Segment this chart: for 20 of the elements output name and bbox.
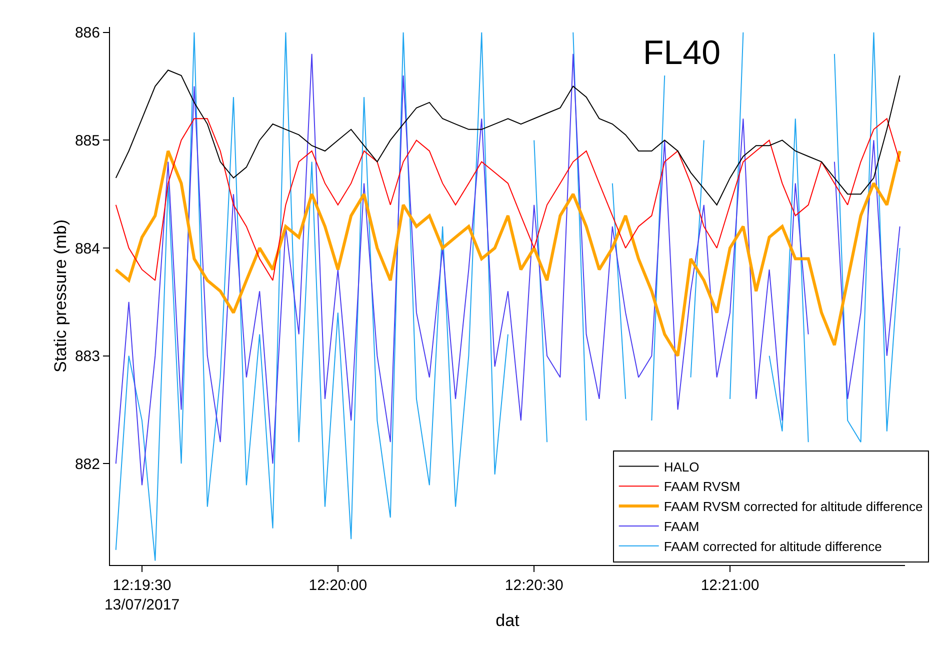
y-tick-label: 885 xyxy=(74,132,100,150)
y-axis-title: Static pressure (mb) xyxy=(51,219,70,373)
legend-label: FAAM RVSM corrected for altitude difference xyxy=(664,499,923,514)
line-series xyxy=(115,118,900,281)
legend-label: FAAM corrected for altitude difference xyxy=(664,538,882,554)
legend-label: FAAM xyxy=(664,519,700,534)
x-tick-label: 12:21:00 xyxy=(700,577,760,594)
annotation: FL40 xyxy=(643,34,720,72)
x-axis-title: dat xyxy=(496,611,520,630)
y-tick-label: 886 xyxy=(74,24,100,42)
line-series xyxy=(115,70,900,206)
legend-label: HALO xyxy=(664,459,700,474)
x-tick-label: 12:20:30 xyxy=(504,577,564,594)
y-tick-label: 882 xyxy=(74,456,100,473)
y-tick-label: 883 xyxy=(74,348,100,366)
legend-label: FAAM RVSM xyxy=(664,479,740,494)
y-tick-label: 884 xyxy=(74,240,100,258)
x-tick-label: 12:19:30 13/07/2017 xyxy=(104,577,180,614)
line-series xyxy=(114,149,902,358)
x-tick-label: 12:20:00 xyxy=(308,577,368,594)
